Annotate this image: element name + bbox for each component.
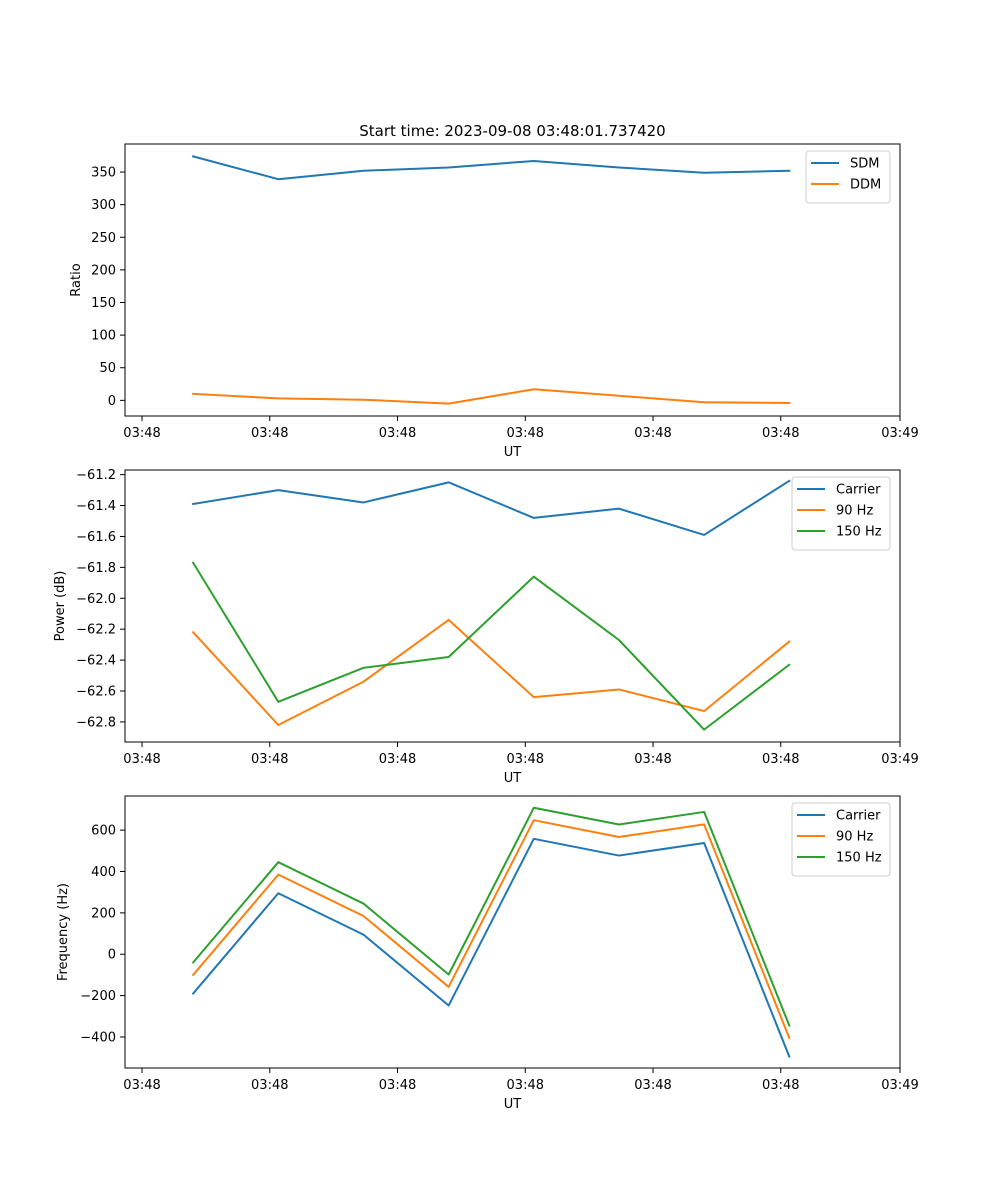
y-tick-label-2-6: −61.8 [76,561,116,576]
x-tick-label-2-5: 03:48 [634,752,671,767]
y-tick-label-2-9: −61.2 [76,468,116,483]
x-tick-label-3-6: 03:48 [762,1078,799,1093]
y-axis-label-1: Ratio [69,263,84,296]
y-tick-label-1-7: 300 [91,198,116,213]
y-tick-label-1-2: 50 [99,361,116,376]
series-line-2-3 [191,561,791,731]
plots: 03:48 03:48 03:48 03:48 03:48 03:48 03:49 0 50 10… [53,143,919,1112]
x-tick-label-2-6: 03:48 [762,752,799,767]
x-tick-label-1-2: 03:48 [251,426,288,441]
x-tick-label-3-5: 03:48 [634,1078,671,1093]
series-line-3-2 [191,819,791,1040]
y-tick-label-2-7: −61.6 [76,530,116,545]
legend-label-2-3: 150 Hz [836,525,882,540]
y-axis-label-3: Frequency (Hz) [56,883,71,981]
series-line-2-2 [191,618,791,726]
legend-label-3-3: 150 Hz [836,851,882,866]
y-tick-label-2-3: −62.4 [76,654,116,669]
legend-label-1-1: SDM [850,157,879,172]
y-tick-label-2-5: −62.0 [76,592,116,607]
x-tick-label-1-6: 03:48 [762,426,799,441]
x-tick-label-3-4: 03:48 [507,1078,544,1093]
subplot-1: 03:48 03:48 03:48 03:48 03:48 03:48 03:49 0 50 10… [69,143,919,460]
legend-label-2-1: Carrier [836,483,881,498]
legend-label-3-2: 90 Hz [836,830,873,845]
x-tick-label-1-4: 03:48 [507,426,544,441]
y-axis-label-2: Power (dB) [53,571,68,642]
y-tick-label-2-1: −62.8 [76,715,116,730]
x-tick-label-1-1: 03:48 [123,426,160,441]
x-axis-label-1: UT [504,445,522,460]
axes-frame-2 [124,469,901,743]
y-tick-label-1-5: 200 [91,263,116,278]
series-line-1-2 [192,388,791,405]
axes-frame-3 [124,795,901,1069]
x-axis-label-3: UT [504,1097,522,1112]
y-tick-label-1-6: 250 [91,231,116,246]
y-tick-label-2-2: −62.6 [76,685,116,700]
x-tick-label-3-1: 03:48 [123,1078,160,1093]
y-tick-label-1-4: 150 [91,296,116,311]
y-tick-label-2-4: −62.2 [76,623,116,638]
y-tick-label-3-6: 600 [91,824,116,839]
legend-label-3-1: Carrier [836,809,881,824]
y-tick-label-3-1: −400 [80,1030,116,1045]
x-tick-label-2-7: 03:49 [881,752,918,767]
series-line-3-1 [191,837,791,1058]
y-tick-label-3-2: −200 [80,989,116,1004]
legend-label-2-2: 90 Hz [836,504,873,519]
y-tick-label-3-3: 0 [108,948,116,963]
subplot-3: 03:48 03:48 03:48 03:48 03:48 03:48 03:49 −400 −… [56,795,919,1112]
x-tick-label-2-3: 03:48 [379,752,416,767]
y-tick-label-1-8: 350 [91,166,116,181]
x-axis-label-2: UT [504,771,522,786]
subplot-2: 03:48 03:48 03:48 03:48 03:48 03:48 03:49 −62.8… [53,468,919,786]
x-tick-label-1-5: 03:48 [634,426,671,441]
x-tick-label-3-3: 03:48 [379,1078,416,1093]
x-tick-label-2-2: 03:48 [251,752,288,767]
x-tick-label-1-7: 03:49 [881,426,918,441]
x-tick-label-1-3: 03:48 [379,426,416,441]
x-tick-label-2-1: 03:48 [123,752,160,767]
y-tick-label-3-4: 200 [91,906,116,921]
x-tick-label-2-4: 03:48 [507,752,544,767]
y-tick-label-2-8: −61.4 [76,499,116,514]
y-tick-label-3-5: 400 [91,865,116,880]
x-tick-label-3-7: 03:49 [881,1078,918,1093]
axes-frame-1 [124,143,901,417]
x-tick-label-3-2: 03:48 [251,1078,288,1093]
legend-label-1-2: DDM [850,178,881,193]
series-line-3-3 [191,806,791,1027]
y-tick-label-1-1: 0 [108,394,116,409]
figure-title: Start time: 2023-09-08 03:48:01.737420 [359,122,665,140]
y-tick-label-1-3: 100 [91,329,116,344]
series-line-1-1 [191,155,791,181]
series-line-2-1 [191,479,791,536]
